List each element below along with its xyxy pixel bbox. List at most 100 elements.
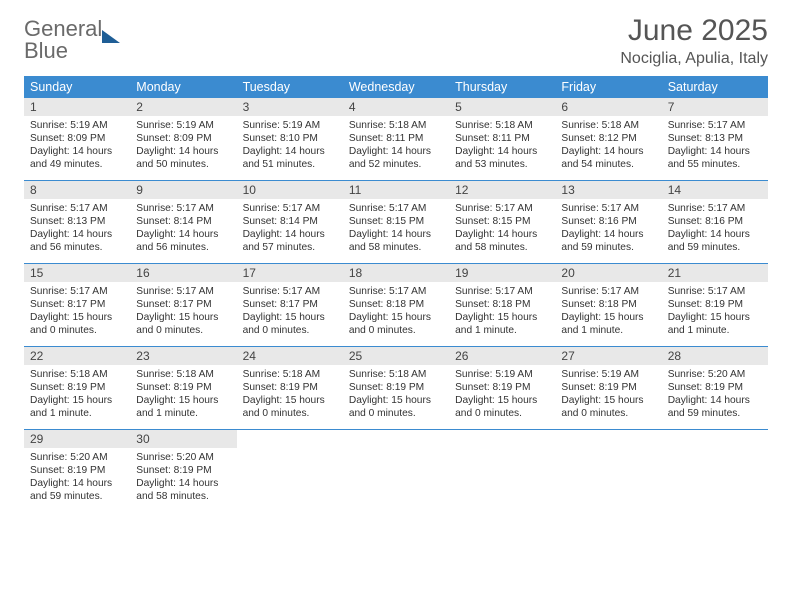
sunset-text: Sunset: 8:19 PM	[243, 381, 337, 394]
sunset-text: Sunset: 8:19 PM	[561, 381, 655, 394]
day-body: Sunrise: 5:17 AMSunset: 8:13 PMDaylight:…	[24, 199, 130, 259]
day-cell: 2Sunrise: 5:19 AMSunset: 8:09 PMDaylight…	[130, 98, 236, 180]
empty-cell	[449, 430, 555, 512]
day-body: Sunrise: 5:17 AMSunset: 8:15 PMDaylight:…	[343, 199, 449, 259]
day-cell: 1Sunrise: 5:19 AMSunset: 8:09 PMDaylight…	[24, 98, 130, 180]
empty-cell	[237, 430, 343, 512]
sunset-text: Sunset: 8:19 PM	[668, 381, 762, 394]
sunrise-text: Sunrise: 5:19 AM	[243, 119, 337, 132]
daylight-text: and 59 minutes.	[668, 241, 762, 254]
day-cell: 16Sunrise: 5:17 AMSunset: 8:17 PMDayligh…	[130, 264, 236, 346]
daylight-text: Daylight: 15 hours	[136, 311, 230, 324]
logo-line2: Blue	[24, 40, 102, 62]
daylight-text: Daylight: 14 hours	[243, 228, 337, 241]
logo-triangle-icon	[102, 30, 120, 43]
day-cell: 22Sunrise: 5:18 AMSunset: 8:19 PMDayligh…	[24, 347, 130, 429]
header: General Blue June 2025 Nociglia, Apulia,…	[24, 14, 768, 68]
daylight-text: and 52 minutes.	[349, 158, 443, 171]
day-body: Sunrise: 5:20 AMSunset: 8:19 PMDaylight:…	[130, 448, 236, 508]
daylight-text: and 0 minutes.	[243, 407, 337, 420]
day-number: 2	[130, 98, 236, 116]
day-body: Sunrise: 5:18 AMSunset: 8:12 PMDaylight:…	[555, 116, 661, 176]
day-cell: 29Sunrise: 5:20 AMSunset: 8:19 PMDayligh…	[24, 430, 130, 512]
day-cell: 24Sunrise: 5:18 AMSunset: 8:19 PMDayligh…	[237, 347, 343, 429]
sunset-text: Sunset: 8:09 PM	[136, 132, 230, 145]
day-cell: 8Sunrise: 5:17 AMSunset: 8:13 PMDaylight…	[24, 181, 130, 263]
daylight-text: Daylight: 14 hours	[561, 145, 655, 158]
day-cell: 28Sunrise: 5:20 AMSunset: 8:19 PMDayligh…	[662, 347, 768, 429]
day-cell: 7Sunrise: 5:17 AMSunset: 8:13 PMDaylight…	[662, 98, 768, 180]
daylight-text: Daylight: 14 hours	[136, 477, 230, 490]
day-cell: 19Sunrise: 5:17 AMSunset: 8:18 PMDayligh…	[449, 264, 555, 346]
daylight-text: and 1 minute.	[561, 324, 655, 337]
sunset-text: Sunset: 8:14 PM	[243, 215, 337, 228]
day-number: 19	[449, 264, 555, 282]
logo: General Blue	[24, 14, 120, 62]
daylight-text: Daylight: 15 hours	[349, 394, 443, 407]
week-row: 22Sunrise: 5:18 AMSunset: 8:19 PMDayligh…	[24, 347, 768, 430]
sunrise-text: Sunrise: 5:17 AM	[349, 285, 443, 298]
day-body: Sunrise: 5:17 AMSunset: 8:14 PMDaylight:…	[130, 199, 236, 259]
daylight-text: Daylight: 15 hours	[30, 394, 124, 407]
day-body: Sunrise: 5:17 AMSunset: 8:18 PMDaylight:…	[555, 282, 661, 342]
day-number: 8	[24, 181, 130, 199]
day-body: Sunrise: 5:20 AMSunset: 8:19 PMDaylight:…	[662, 365, 768, 425]
day-header: Monday	[130, 76, 236, 98]
daylight-text: Daylight: 15 hours	[668, 311, 762, 324]
day-number: 23	[130, 347, 236, 365]
sunrise-text: Sunrise: 5:20 AM	[668, 368, 762, 381]
daylight-text: and 58 minutes.	[349, 241, 443, 254]
daylight-text: and 53 minutes.	[455, 158, 549, 171]
daylight-text: Daylight: 15 hours	[30, 311, 124, 324]
sunset-text: Sunset: 8:12 PM	[561, 132, 655, 145]
empty-cell	[662, 430, 768, 512]
sunrise-text: Sunrise: 5:19 AM	[30, 119, 124, 132]
sunrise-text: Sunrise: 5:17 AM	[561, 202, 655, 215]
day-body: Sunrise: 5:18 AMSunset: 8:19 PMDaylight:…	[130, 365, 236, 425]
sunset-text: Sunset: 8:18 PM	[561, 298, 655, 311]
daylight-text: Daylight: 15 hours	[136, 394, 230, 407]
daylight-text: and 50 minutes.	[136, 158, 230, 171]
day-number: 27	[555, 347, 661, 365]
sunrise-text: Sunrise: 5:17 AM	[668, 119, 762, 132]
logo-text-block: General Blue	[24, 18, 102, 62]
day-number: 26	[449, 347, 555, 365]
daylight-text: and 51 minutes.	[243, 158, 337, 171]
sunrise-text: Sunrise: 5:18 AM	[561, 119, 655, 132]
daylight-text: Daylight: 14 hours	[668, 228, 762, 241]
calendar: SundayMondayTuesdayWednesdayThursdayFrid…	[24, 76, 768, 512]
day-body: Sunrise: 5:17 AMSunset: 8:17 PMDaylight:…	[24, 282, 130, 342]
day-cell: 15Sunrise: 5:17 AMSunset: 8:17 PMDayligh…	[24, 264, 130, 346]
day-body: Sunrise: 5:18 AMSunset: 8:19 PMDaylight:…	[343, 365, 449, 425]
sunset-text: Sunset: 8:19 PM	[136, 464, 230, 477]
day-number: 22	[24, 347, 130, 365]
sunrise-text: Sunrise: 5:18 AM	[30, 368, 124, 381]
sunrise-text: Sunrise: 5:17 AM	[455, 202, 549, 215]
day-cell: 12Sunrise: 5:17 AMSunset: 8:15 PMDayligh…	[449, 181, 555, 263]
sunrise-text: Sunrise: 5:18 AM	[136, 368, 230, 381]
day-body: Sunrise: 5:19 AMSunset: 8:09 PMDaylight:…	[130, 116, 236, 176]
day-number: 21	[662, 264, 768, 282]
daylight-text: Daylight: 14 hours	[668, 145, 762, 158]
day-body: Sunrise: 5:17 AMSunset: 8:18 PMDaylight:…	[449, 282, 555, 342]
day-body: Sunrise: 5:19 AMSunset: 8:10 PMDaylight:…	[237, 116, 343, 176]
sunset-text: Sunset: 8:19 PM	[136, 381, 230, 394]
day-cell: 5Sunrise: 5:18 AMSunset: 8:11 PMDaylight…	[449, 98, 555, 180]
daylight-text: and 56 minutes.	[30, 241, 124, 254]
sunrise-text: Sunrise: 5:17 AM	[455, 285, 549, 298]
day-cell: 4Sunrise: 5:18 AMSunset: 8:11 PMDaylight…	[343, 98, 449, 180]
day-body: Sunrise: 5:18 AMSunset: 8:11 PMDaylight:…	[343, 116, 449, 176]
day-cell: 21Sunrise: 5:17 AMSunset: 8:19 PMDayligh…	[662, 264, 768, 346]
sunset-text: Sunset: 8:18 PM	[349, 298, 443, 311]
daylight-text: Daylight: 15 hours	[243, 311, 337, 324]
day-body: Sunrise: 5:17 AMSunset: 8:17 PMDaylight:…	[130, 282, 236, 342]
day-body: Sunrise: 5:17 AMSunset: 8:18 PMDaylight:…	[343, 282, 449, 342]
daylight-text: Daylight: 14 hours	[30, 145, 124, 158]
daylight-text: and 1 minute.	[30, 407, 124, 420]
sunset-text: Sunset: 8:19 PM	[30, 464, 124, 477]
day-number: 15	[24, 264, 130, 282]
sunset-text: Sunset: 8:19 PM	[349, 381, 443, 394]
sunset-text: Sunset: 8:17 PM	[30, 298, 124, 311]
daylight-text: and 1 minute.	[136, 407, 230, 420]
day-header: Tuesday	[237, 76, 343, 98]
